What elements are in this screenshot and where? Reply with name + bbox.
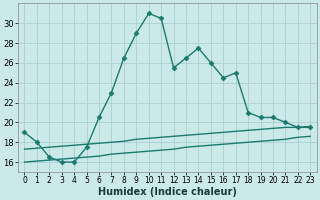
X-axis label: Humidex (Indice chaleur): Humidex (Indice chaleur): [98, 187, 237, 197]
